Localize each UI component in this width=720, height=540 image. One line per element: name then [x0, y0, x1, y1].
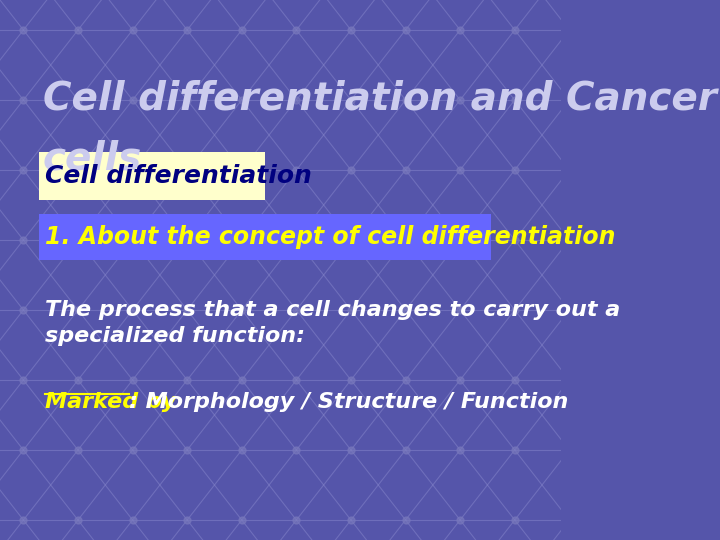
FancyBboxPatch shape	[39, 214, 491, 260]
Text: Marked by: Marked by	[45, 392, 176, 412]
Text: The process that a cell changes to carry out a
specialized function:: The process that a cell changes to carry…	[45, 300, 621, 346]
Text: Cell differentiation: Cell differentiation	[45, 164, 312, 188]
Text: 1. About the concept of cell differentiation: 1. About the concept of cell differentia…	[45, 225, 616, 249]
FancyBboxPatch shape	[39, 152, 265, 200]
Text: Cell differentiation and Cancer: Cell differentiation and Cancer	[43, 80, 717, 118]
Text: : Morphology / Structure / Function: : Morphology / Structure / Function	[130, 392, 569, 412]
Text: cells: cells	[43, 140, 142, 178]
